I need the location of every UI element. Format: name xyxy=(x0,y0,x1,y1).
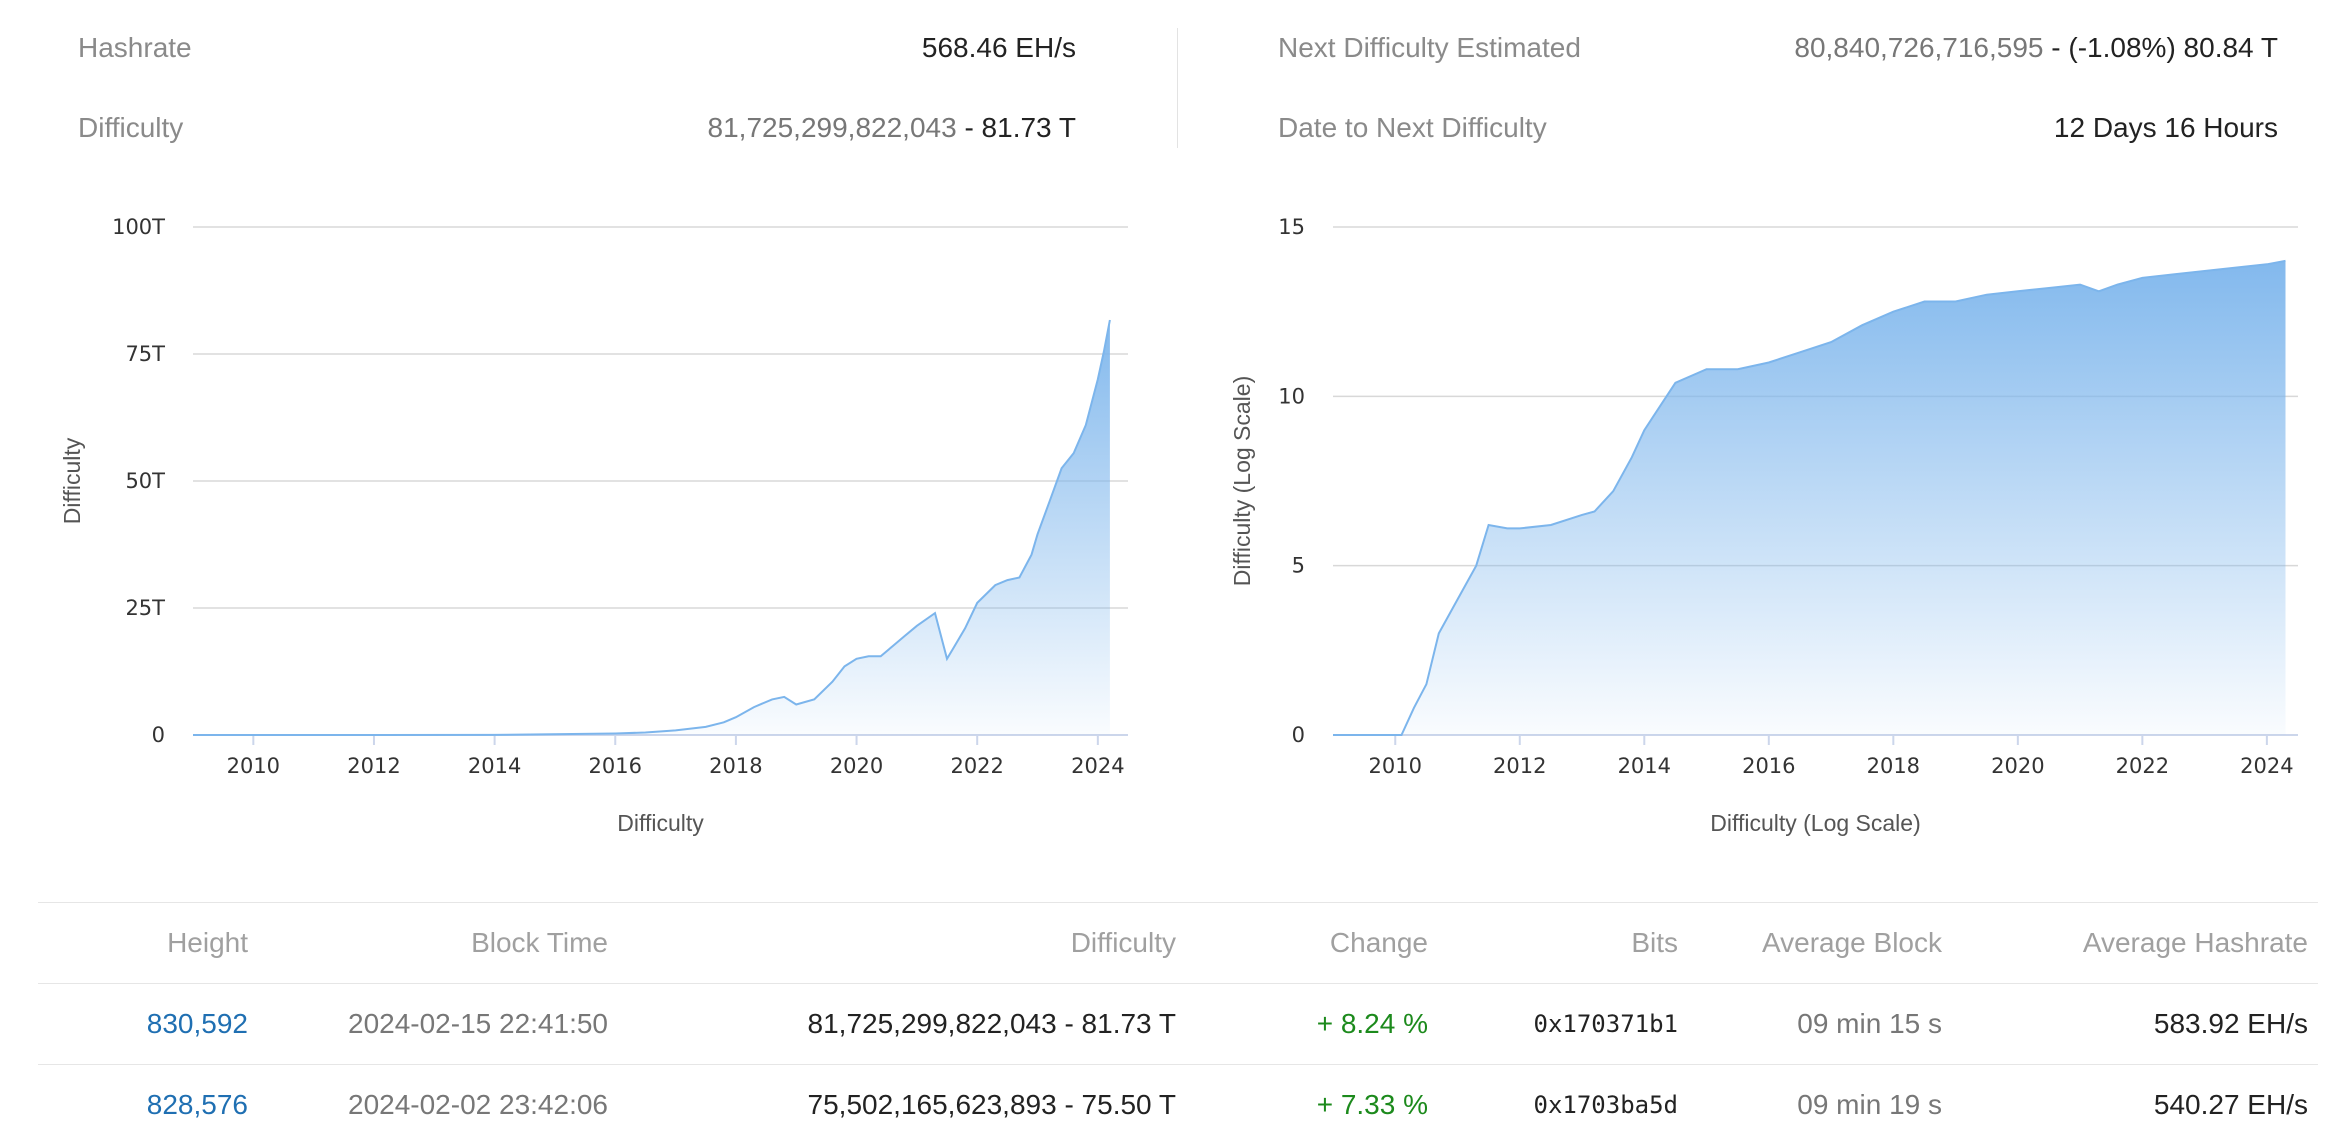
y-axis-title: Difficulty (Log Scale) xyxy=(1229,376,1255,587)
difficulty-chart: 0 25T 50T 75T 100T 2010 2012 2014 2016 2018 2020 20… xyxy=(50,195,1150,855)
x-tick-label: 2020 xyxy=(1991,754,2044,778)
y-tick-label: 15 xyxy=(1278,215,1305,239)
header-block-time[interactable]: Block Time xyxy=(471,927,608,958)
table-header-row: Height Block Time Difficulty Change Bits… xyxy=(38,902,2318,983)
next-date-label: Date to Next Difficulty xyxy=(1278,112,1547,143)
x-tick-label: 2018 xyxy=(1867,754,1920,778)
average-block-value: 09 min 15 s xyxy=(1797,1008,1942,1039)
x-tick-label: 2010 xyxy=(227,754,280,778)
x-tick-label: 2018 xyxy=(709,754,762,778)
x-tick-label: 2020 xyxy=(830,754,883,778)
next-difficulty-row: Next Difficulty Estimated 80,840,726,716… xyxy=(1278,8,2278,88)
series-area xyxy=(1333,260,2286,735)
x-axis-title: Difficulty (Log Scale) xyxy=(1710,810,1921,836)
difficulty-value: 81,725,299,822,043 - 81.73 T xyxy=(807,1008,1176,1039)
stats-panel: Hashrate 568.46 EH/s Difficulty 81,725,2… xyxy=(0,0,2352,160)
bits-value: 0x170371b1 xyxy=(1533,1010,1679,1038)
x-tick-label: 2016 xyxy=(1742,754,1795,778)
y-tick-label: 50T xyxy=(125,469,165,493)
y-tick-label: 25T xyxy=(125,596,165,620)
x-tick-label: 2022 xyxy=(2116,754,2169,778)
average-hashrate-value: 540.27 EH/s xyxy=(2153,1089,2308,1120)
difficulty-short: - 81.73 T xyxy=(956,112,1076,143)
next-date-row: Date to Next Difficulty 12 Days 16 Hours xyxy=(1278,88,2278,168)
x-tick-label: 2012 xyxy=(347,754,400,778)
x-tick-label: 2014 xyxy=(468,754,521,778)
table-row: 830,592 2024-02-15 22:41:50 81,725,299,8… xyxy=(38,983,2318,1064)
header-average-block[interactable]: Average Block xyxy=(1761,927,1942,958)
y-tick-label: 100T xyxy=(112,215,165,239)
y-axis-title: Difficulty xyxy=(59,437,85,524)
block-height-link[interactable]: 830,592 xyxy=(146,1008,248,1039)
series-line xyxy=(1333,259,2286,736)
average-block-value: 09 min 19 s xyxy=(1797,1089,1942,1120)
y-tick-label: 0 xyxy=(152,723,165,747)
stats-divider xyxy=(1177,28,1178,148)
header-change[interactable]: Change xyxy=(1329,927,1428,958)
difficulty-full: 81,725,299,822,043 xyxy=(707,112,957,143)
difficulty-value: 81,725,299,822,043 - 81.73 T xyxy=(708,112,1076,144)
next-date-value: 12 Days 16 Hours xyxy=(2053,112,2278,143)
y-tick-label: 5 xyxy=(1292,554,1305,578)
x-tick-label: 2014 xyxy=(1618,754,1671,778)
difficulty-value: 75,502,165,623,893 - 75.50 T xyxy=(807,1089,1176,1120)
x-tick-label: 2022 xyxy=(950,754,1003,778)
header-bits[interactable]: Bits xyxy=(1631,927,1678,958)
next-difficulty-change: - (-1.08%) 80.84 T xyxy=(2043,32,2278,63)
header-average-hashrate[interactable]: Average Hashrate xyxy=(2082,927,2308,958)
table-row: 828,576 2024-02-02 23:42:06 75,502,165,6… xyxy=(38,1064,2318,1145)
difficulty-chart-svg: 0 25T 50T 75T 100T 2010 2012 2014 2016 2018 2020 20… xyxy=(59,215,1128,836)
difficulty-row: Difficulty 81,725,299,822,043 - 81.73 T xyxy=(78,88,1076,168)
x-tick-label: 2010 xyxy=(1369,754,1422,778)
y-tick-label: 10 xyxy=(1278,384,1305,408)
x-tick-label: 2024 xyxy=(2240,754,2293,778)
x-tick-label: 2024 xyxy=(1071,754,1124,778)
hashrate-row: Hashrate 568.46 EH/s xyxy=(78,8,1076,88)
difficulty-table: Height Block Time Difficulty Change Bits… xyxy=(38,902,2318,1145)
series-line xyxy=(193,319,1111,736)
change-value: + 8.24 % xyxy=(1316,1008,1428,1039)
block-height-link[interactable]: 828,576 xyxy=(146,1089,248,1120)
x-tick-label: 2012 xyxy=(1493,754,1546,778)
next-difficulty-value: 80,840,726,716,595 - (-1.08%) 80.84 T xyxy=(1794,32,2278,64)
difficulty-log-chart: 0 5 10 15 2010 2012 2014 2016 2018 2020 2022 2024 Di… xyxy=(1220,195,2320,855)
next-difficulty-label: Next Difficulty Estimated xyxy=(1278,32,1581,63)
y-tick-label: 0 xyxy=(1292,723,1305,747)
average-hashrate-value: 583.92 EH/s xyxy=(2153,1008,2308,1039)
change-value: + 7.33 % xyxy=(1316,1089,1428,1120)
header-difficulty[interactable]: Difficulty xyxy=(1070,927,1176,958)
block-time: 2024-02-02 23:42:06 xyxy=(348,1089,608,1120)
difficulty-label: Difficulty xyxy=(78,112,184,143)
header-height[interactable]: Height xyxy=(167,927,248,958)
y-tick-label: 75T xyxy=(125,342,165,366)
block-time: 2024-02-15 22:41:50 xyxy=(348,1008,608,1039)
difficulty-log-chart-svg: 0 5 10 15 2010 2012 2014 2016 2018 2020 2022 2024 Di… xyxy=(1229,215,2298,836)
next-difficulty-full: 80,840,726,716,595 xyxy=(1794,32,2044,63)
bits-value: 0x1703ba5d xyxy=(1533,1091,1679,1119)
hashrate-label: Hashrate xyxy=(78,32,192,63)
hashrate-value: 568.46 EH/s xyxy=(921,32,1076,63)
x-axis-title: Difficulty xyxy=(617,810,704,836)
series-area xyxy=(193,320,1110,735)
x-tick-label: 2016 xyxy=(589,754,642,778)
